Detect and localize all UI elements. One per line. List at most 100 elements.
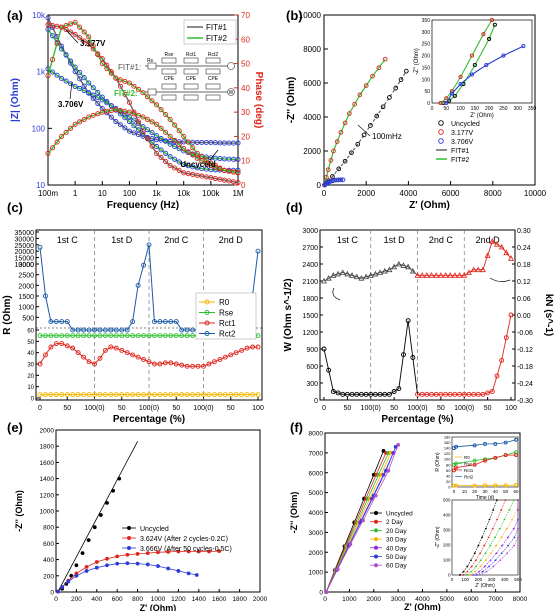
inset-marker [472,458,477,463]
legend-marker [438,138,444,144]
inset-point [473,552,476,555]
phase-marker [154,150,160,156]
phase-marker [176,141,182,148]
series-marker [195,392,201,398]
kn-marker [358,275,365,281]
nyquist-marker [338,129,344,135]
kn-marker [465,269,472,275]
series-point [396,443,401,447]
phase-marker [63,22,69,29]
series-marker [43,392,48,398]
y-tick-label-right: 10 [241,157,250,166]
series-marker [201,363,206,369]
y-tick-label-right: 60 [241,35,250,44]
phase-marker [167,133,173,139]
y-tick-label: 7000 [309,450,324,457]
y-tick-label-right: -0.30 [517,398,533,405]
series-point [84,569,89,573]
y-tick-label: 1400 [40,476,55,483]
phase-marker [190,171,196,178]
y-tick-label-left: 100 [32,124,46,133]
series-point [324,590,329,594]
inset-point [489,544,492,547]
series-point [105,501,109,505]
circuit-resistor [161,83,177,90]
inset-marker [501,53,506,58]
y-tick-label: 2000 [40,428,55,435]
inset-marker [487,36,492,42]
impedance-marker [117,122,123,128]
y-tick-label: 20 [27,374,34,380]
y-tick-label: 1800 [302,296,318,303]
x-tick-label: 100m [38,189,58,198]
series-point [145,562,150,567]
series-marker [228,352,234,358]
series-point [115,561,120,566]
inset-point [490,552,492,555]
legend-box [183,19,237,45]
inset-point [479,565,482,568]
y-tick-label-right: -0.12 [517,347,533,354]
series-point [94,565,99,570]
y-tick-label: 2400 [302,262,318,269]
phase-marker [108,107,114,114]
series-marker [64,392,70,398]
x-tick-label: 100(0) [454,405,474,412]
series-marker [70,392,76,398]
inset-bottom-frame [451,499,519,576]
phase-marker [126,109,132,115]
legend-marker [374,511,378,515]
y-tick-label-left: 10k [32,11,46,20]
series-marker [92,333,97,339]
series-point [335,567,340,572]
inset-point [475,565,477,568]
series-marker [130,392,136,398]
inset-marker [514,453,518,458]
y-tick-label-right: 0.00 [517,313,531,320]
inset-x-tick-label: 10 [462,489,468,494]
impedance-marker [90,92,96,98]
circuit-warburg [227,88,235,96]
phase-marker [158,154,164,161]
x-tick-label: 0 [322,189,327,198]
segment-label: 2nd D [219,235,244,245]
x-tick-label: 0 [38,405,42,412]
y-tick-label: 900 [306,347,318,354]
inset-series-line [469,499,519,576]
x-tick-label: 100 [123,189,137,198]
series-marker [157,319,163,325]
phase-marker [199,158,205,164]
inset-point [470,570,473,573]
x-axis-label: Frequency (Hz) [107,200,179,211]
x-tick-label: 100(0) [407,405,427,412]
series-marker [53,341,59,347]
nyquist-marker [331,148,336,154]
y-tick-label: 2700 [302,245,318,252]
phase-marker [72,31,78,37]
inset-point [507,544,509,547]
inset-marker [484,63,489,68]
inset-point [517,518,519,521]
x-tick-label: 10000 [524,189,547,198]
series-marker [146,242,152,248]
inset-marker [449,91,455,96]
x-tick-label: 3000 [391,596,406,603]
inset-point [466,570,469,573]
inset-legend-label: Rct1 [464,468,474,473]
w-line [323,320,418,395]
phase-marker [144,136,151,142]
panel-label-f: (f) [290,420,303,435]
kn-marker [419,272,426,278]
series-marker [75,350,81,356]
series-marker [124,333,130,339]
y-tick-label: 2000 [303,147,321,156]
x-axis-label: Z' (Ohm) [140,603,177,611]
x-tick-label: 50 [484,405,492,412]
series-marker [217,357,223,362]
series-marker [146,359,152,365]
y-tick-label: 10 [27,385,34,391]
annotation-arrow [357,124,371,137]
inset-y-tick-label: 350 [422,18,431,24]
inset-point [470,565,473,568]
phase-marker [122,91,128,97]
